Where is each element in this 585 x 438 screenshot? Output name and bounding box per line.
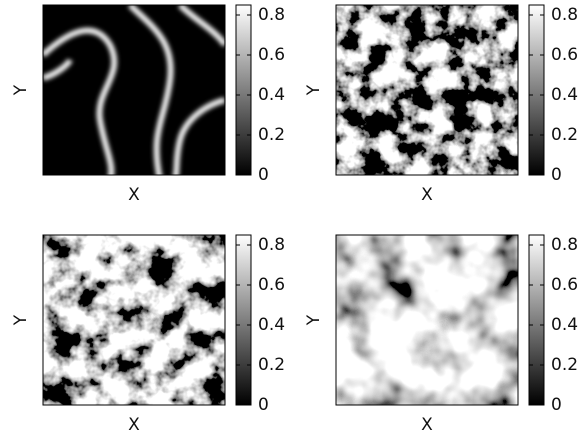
y-axis-label: Y: [11, 314, 31, 326]
colorbar-tick-label: 0: [551, 395, 562, 415]
x-axis-label: X: [128, 415, 140, 435]
panel: 0 0.2 0.4 0.6 0.8 X Y: [304, 5, 578, 205]
colorbar-tick-label: 0: [258, 165, 269, 185]
colorbar-tick-label: 0.6: [258, 275, 285, 295]
field: [43, 5, 225, 175]
y-axis-label: Y: [11, 84, 31, 96]
heatmap-image: [336, 235, 518, 405]
colorbar-tick-label: 0.6: [551, 45, 578, 65]
colorbar-tick-label: 0.4: [551, 315, 578, 335]
heatmap-image: [43, 5, 225, 180]
x-axis-label: X: [421, 185, 433, 205]
colorbar-tick-label: 0.8: [551, 235, 578, 255]
colorbar-tick-label: 0: [551, 165, 562, 185]
colorbar-tick-label: 0: [258, 395, 269, 415]
field: [43, 235, 225, 405]
colorbar-tick-label: 0.4: [258, 85, 285, 105]
colorbar-tick-label: 0.8: [258, 5, 285, 25]
colorbar: [529, 5, 544, 175]
y-axis-label: Y: [304, 314, 324, 326]
colorbar-tick-label: 0.2: [258, 125, 285, 145]
panel: 0 0.2 0.4 0.6 0.8 X Y: [11, 5, 285, 205]
figure: 0 0.2 0.4 0.6 0.8 X Y 0 0.2 0.4 0.6 0.8 X Y 0 0.2 0.4 0.6…: [0, 0, 585, 438]
colorbar-tick-label: 0.4: [551, 85, 578, 105]
panel: 0 0.2 0.4 0.6 0.8 X Y: [304, 235, 578, 435]
panel: 0 0.2 0.4 0.6 0.8 X Y: [11, 235, 285, 435]
colorbar: [529, 235, 544, 405]
colorbar-tick-label: 0.8: [258, 235, 285, 255]
colorbar-tick-label: 0.6: [258, 45, 285, 65]
colorbar-tick-label: 0.4: [258, 315, 285, 335]
heatmap-image: [336, 5, 518, 175]
colorbar: [236, 5, 251, 175]
field: [336, 5, 518, 175]
x-axis-label: X: [128, 185, 140, 205]
colorbar-tick-label: 0.8: [551, 5, 578, 25]
x-axis-label: X: [421, 415, 433, 435]
y-axis-label: Y: [304, 84, 324, 96]
colorbar-tick-label: 0.2: [258, 355, 285, 375]
field: [336, 235, 518, 405]
colorbar-tick-label: 0.2: [551, 355, 578, 375]
colorbar: [236, 235, 251, 405]
colorbar-tick-label: 0.6: [551, 275, 578, 295]
heatmap-image: [43, 235, 225, 405]
colorbar-tick-label: 0.2: [551, 125, 578, 145]
